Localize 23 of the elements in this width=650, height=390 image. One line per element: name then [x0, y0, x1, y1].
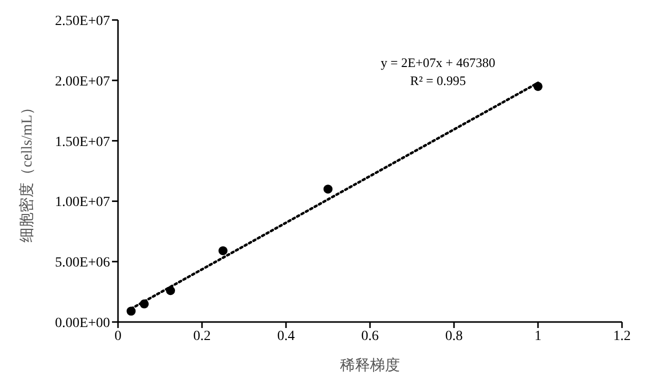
x-tick-label: 1.2	[613, 328, 631, 344]
point	[166, 286, 176, 296]
y-tick-label: 2.50E+07	[55, 14, 110, 29]
x-tick-label: 0.2	[193, 328, 211, 344]
y-axis-title: 细胞密度（cells/mL）	[18, 100, 36, 242]
y-tick-label: 1.50E+07	[55, 134, 110, 150]
y-tick-label: 1.00E+07	[55, 195, 110, 210]
annotation: y = 2E+07x + 467380	[380, 54, 496, 72]
x-axis-title: 稀释梯度	[340, 357, 400, 374]
annotation: R² = 0.995	[409, 72, 467, 90]
x-tick-label: 0.8	[445, 328, 463, 344]
x-tick-label: 1	[534, 328, 542, 344]
y-tick-label: 5.00E+06	[55, 256, 110, 271]
point	[218, 246, 228, 256]
y-tick-label: 0.00E+00	[55, 316, 110, 331]
y-tick-label: 2.00E+07	[55, 74, 110, 90]
x-tick-label: 0.6	[361, 328, 379, 344]
point	[140, 299, 149, 308]
point	[126, 306, 136, 316]
point	[533, 82, 543, 91]
x-tick-label: 0.4	[277, 328, 295, 344]
point	[323, 184, 333, 194]
x-tick-label: 0	[114, 328, 122, 344]
